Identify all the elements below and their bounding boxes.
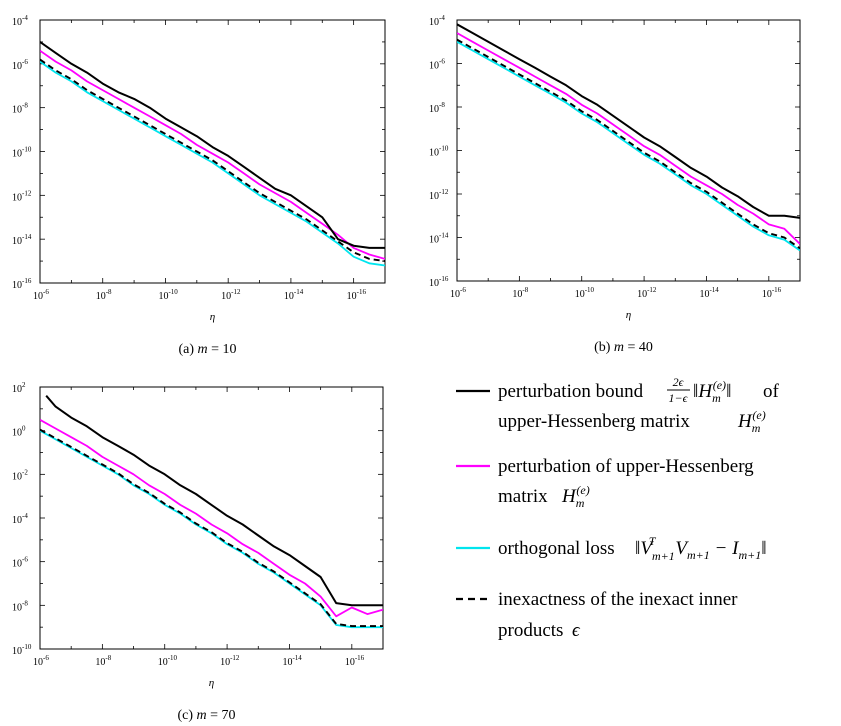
x-axis-label: η xyxy=(209,677,214,689)
x-tick-label: 10-6 xyxy=(450,286,466,300)
series-line-bound xyxy=(457,23,800,219)
legend-fraction: 2ϵ 1−ϵ xyxy=(667,375,690,405)
y-tick-label: 10-4 xyxy=(12,14,28,28)
x-axis-label: η xyxy=(210,311,215,323)
x-tick-label: 10-8 xyxy=(512,286,528,300)
series-line-bound xyxy=(40,41,385,249)
series-line-pert xyxy=(457,32,800,245)
y-tick-label: 10-6 xyxy=(12,58,28,72)
x-tick-label: 10-10 xyxy=(158,288,178,302)
x-tick-label: 10-14 xyxy=(284,288,304,302)
series-line-pert xyxy=(40,419,383,618)
x-tick-label: 10-6 xyxy=(33,654,49,668)
series-line-bound xyxy=(45,395,383,607)
y-tick-label: 10-2 xyxy=(12,468,28,482)
y-tick-label: 102 xyxy=(12,381,26,395)
legend-mat-bound: Hm(e) xyxy=(737,408,766,435)
chart-c: 10-6 10-8 10-10 10-12 10-14 10-16 10-10 10-8 10-… xyxy=(12,381,384,723)
series-line-inex xyxy=(40,428,383,628)
legend-text-orth: orthogonal loss xyxy=(498,538,615,559)
y-tick-label: 10-4 xyxy=(429,14,445,28)
chart-a: 10-6 10-8 10-10 10-12 10-14 10-16 10-16 10-14 10… xyxy=(12,14,386,357)
legend: perturbation bound 2ϵ 1−ϵ ‖Hm(e)‖ of upp… xyxy=(456,375,780,641)
y-tick-label: 10-6 xyxy=(12,556,28,570)
legend-text-pert-2: matrix xyxy=(498,486,548,507)
x-tick-label: 10-16 xyxy=(762,286,782,300)
chart-caption: (a) m = 10 xyxy=(178,342,236,357)
y-tick-label: 10-16 xyxy=(12,277,32,291)
legend-eps: ϵ xyxy=(572,620,581,641)
legend-mat-pert: Hm(e) xyxy=(561,483,590,510)
y-tick-label: 100 xyxy=(12,425,26,439)
series-line-orth xyxy=(457,41,800,252)
y-tick-label: 10-14 xyxy=(429,232,449,246)
chart-caption: (c) m = 70 xyxy=(177,708,235,723)
legend-text-inex: inexactness of the inexact inner xyxy=(498,589,738,610)
y-tick-label: 10-10 xyxy=(429,145,449,159)
legend-text-bound: perturbation bound xyxy=(498,381,644,402)
y-tick-label: 10-6 xyxy=(429,58,445,72)
y-tick-label: 10-8 xyxy=(12,599,28,613)
y-tick-label: 10-16 xyxy=(429,275,449,289)
y-tick-label: 10-14 xyxy=(12,233,32,247)
x-tick-label: 10-8 xyxy=(96,288,112,302)
x-tick-label: 10-6 xyxy=(33,288,49,302)
x-tick-label: 10-16 xyxy=(347,288,367,302)
x-tick-label: 10-8 xyxy=(95,654,111,668)
series-line-inex xyxy=(457,38,800,250)
x-tick-label: 10-14 xyxy=(699,286,719,300)
series-line-pert xyxy=(40,49,385,260)
series-line-orth xyxy=(40,429,383,629)
legend-text-pert: perturbation of upper-Hessenberg xyxy=(498,456,754,477)
x-axis-label: η xyxy=(626,309,631,321)
legend-norm-bound: ‖Hm(e)‖ xyxy=(693,378,731,405)
x-tick-label: 10-12 xyxy=(220,654,240,668)
y-tick-label: 10-4 xyxy=(12,512,28,526)
x-tick-label: 10-16 xyxy=(345,654,365,668)
legend-of: of xyxy=(763,381,780,402)
chart-caption: (b) m = 40 xyxy=(594,340,653,355)
plot-frame xyxy=(456,19,801,282)
x-tick-label: 10-10 xyxy=(575,286,595,300)
fraction-numerator: 2ϵ xyxy=(673,375,685,389)
legend-text-inex-2: products xyxy=(498,620,563,641)
plot-frame xyxy=(39,19,386,284)
fraction-denominator: 1−ϵ xyxy=(669,391,689,405)
y-tick-label: 10-8 xyxy=(12,102,28,116)
x-tick-label: 10-10 xyxy=(158,654,178,668)
x-tick-label: 10-14 xyxy=(282,654,302,668)
series-line-orth xyxy=(40,60,385,267)
legend-text-bound-2: upper-Hessenberg matrix xyxy=(498,411,690,432)
y-tick-label: 10-10 xyxy=(12,643,32,657)
legend-expr-orth: ‖Vm+1T Vm+1 − Im+1‖ xyxy=(635,534,767,563)
x-tick-label: 10-12 xyxy=(221,288,241,302)
chart-b: 10-6 10-8 10-10 10-12 10-14 10-16 10-16 10-14 10… xyxy=(429,14,801,355)
y-tick-label: 10-12 xyxy=(429,188,449,202)
y-tick-label: 10-12 xyxy=(12,189,32,203)
x-tick-label: 10-12 xyxy=(637,286,657,300)
y-tick-label: 10-10 xyxy=(12,146,32,160)
y-tick-label: 10-8 xyxy=(429,101,445,115)
